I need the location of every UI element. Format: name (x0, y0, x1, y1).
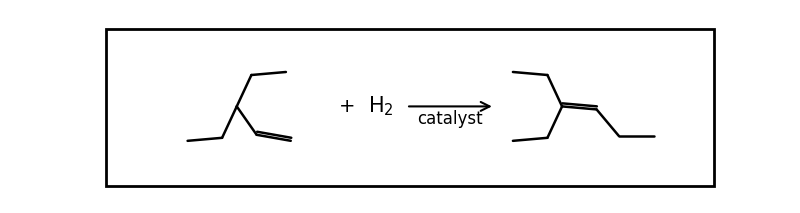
Text: +: + (338, 97, 355, 116)
Text: H$_2$: H$_2$ (368, 95, 394, 118)
Text: catalyst: catalyst (418, 110, 483, 128)
